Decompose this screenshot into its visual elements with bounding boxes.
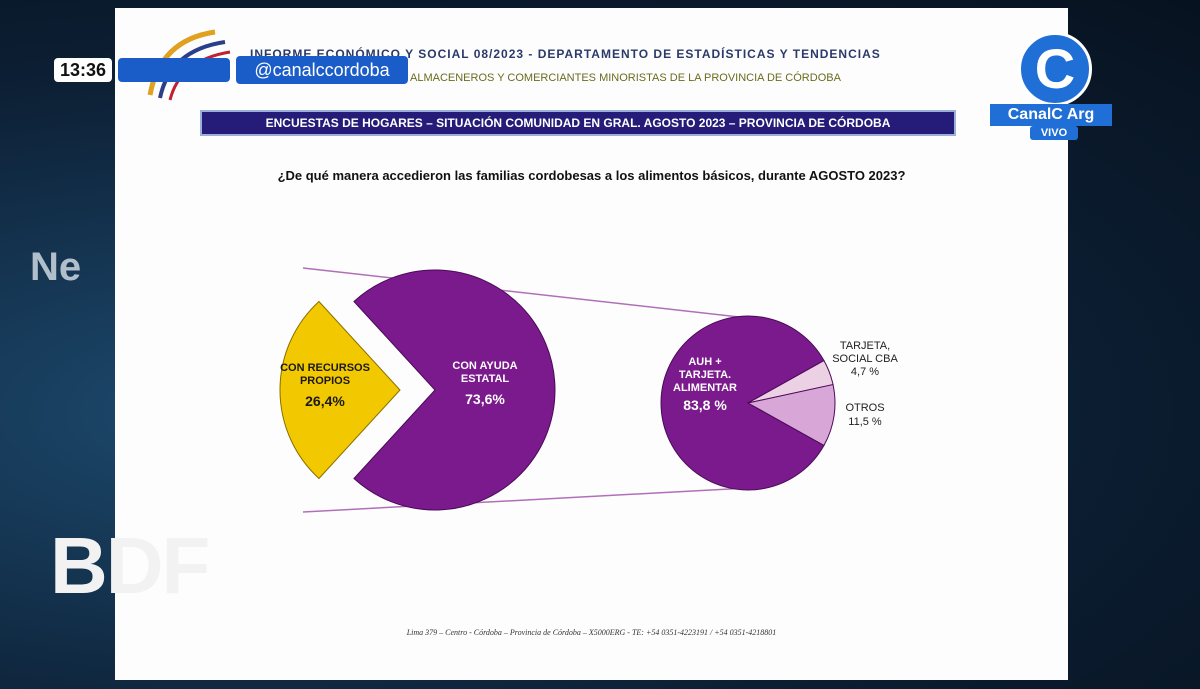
- program-logo: BDF: [50, 521, 210, 610]
- background-text: Ne: [30, 245, 82, 289]
- clock: 13:36: [54, 58, 112, 82]
- value-label: 73,6%: [465, 391, 505, 407]
- value-label: 11,5 %: [848, 416, 882, 428]
- live-badge: VIVO: [1030, 126, 1078, 140]
- value-label: 4,7 %: [850, 366, 880, 378]
- social-icons: [118, 58, 230, 82]
- pie-slice: [353, 269, 556, 511]
- slice-label: AUH + TARJETA. ALIMENTAR: [673, 356, 737, 394]
- footer: Lima 379 – Centro - Córdoba – Provincia …: [406, 628, 777, 637]
- slice-label: CON AYUDA ESTATAL: [452, 360, 518, 385]
- slice-label: OTROS: [845, 402, 885, 414]
- pie-slice: [660, 315, 825, 491]
- channel-name: CanalC Arg: [990, 104, 1112, 126]
- banner: ENCUESTAS DE HOGARES – SITUACIÓN COMUNID…: [200, 110, 956, 136]
- handle: @canalccordoba: [236, 56, 408, 84]
- slice-label: TARJETA, SOCIAL CBA: [832, 340, 898, 365]
- pie-slice: [746, 383, 836, 447]
- channel-logo: C: [1018, 32, 1092, 106]
- slice-label: CON RECURSOS PROPIOS: [280, 362, 370, 387]
- pie-slice: [279, 300, 401, 480]
- chart-title: ¿De qué manera accedieron las familias c…: [277, 168, 906, 183]
- header-subtitle: ALMACENEROS Y COMERCIANTES MINORISTAS DE…: [410, 72, 841, 84]
- value-label: 26,4%: [305, 393, 345, 409]
- value-label: 83,8 %: [683, 397, 727, 413]
